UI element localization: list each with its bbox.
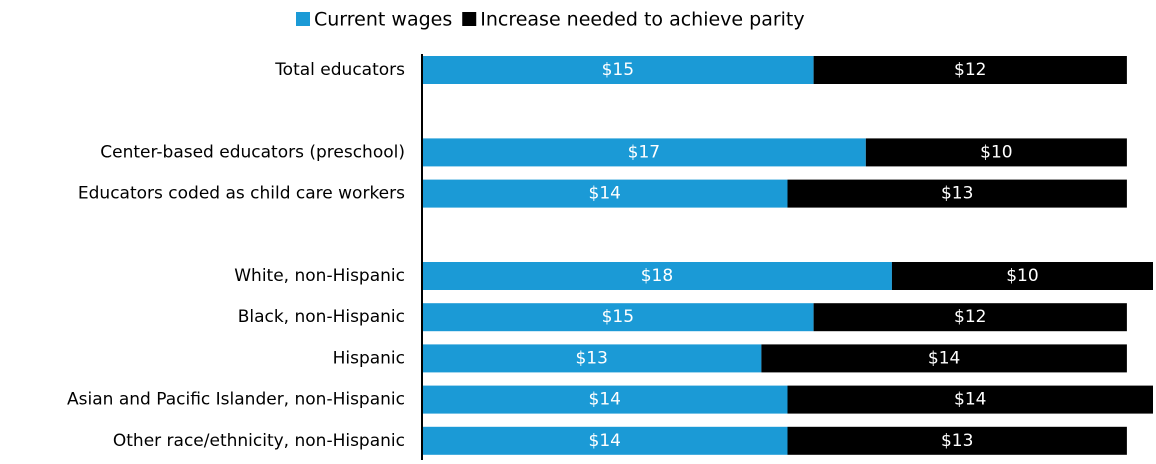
legend-label: Increase needed to achieve parity (480, 9, 804, 31)
y-tick-label: White, non-Hispanic (234, 266, 405, 286)
bar-segment (422, 262, 892, 290)
legend-swatch (462, 12, 477, 26)
value-label: $13 (941, 431, 973, 451)
bar-segment (813, 303, 1127, 332)
bar-segment (422, 303, 814, 332)
y-tick-label: Black, non-Hispanic (238, 307, 405, 327)
value-label: $17 (628, 142, 660, 162)
value-label: $13 (575, 348, 607, 368)
value-label: $12 (954, 60, 986, 80)
bar-segment (865, 138, 1127, 167)
value-label: $14 (928, 348, 960, 368)
bar-segment (422, 385, 788, 414)
bar-segment (422, 179, 788, 208)
legend-label: Current wages (314, 9, 452, 31)
bar-segment (787, 385, 1153, 414)
y-tick-label: Educators coded as child care workers (78, 184, 405, 204)
bar-segment (422, 344, 762, 373)
y-tick-label: Total educators (274, 60, 405, 80)
y-tick-label: Other race/ethnicity, non-Hispanic (113, 431, 405, 451)
value-label: $10 (980, 142, 1012, 162)
value-label: $15 (602, 307, 634, 327)
bar-segment (891, 262, 1153, 290)
bar-segment (422, 56, 814, 84)
value-label: $14 (954, 390, 986, 410)
value-label: $15 (602, 60, 634, 80)
bar-segment (422, 138, 866, 167)
value-label: $14 (589, 184, 621, 204)
value-label: $14 (589, 390, 621, 410)
y-tick-label: Asian and Pacific Islander, non-Hispanic (67, 390, 405, 410)
value-label: $18 (641, 266, 673, 286)
bar-segment (422, 426, 788, 455)
value-label: $10 (1006, 266, 1038, 286)
legend-swatch (296, 12, 310, 26)
value-label: $12 (954, 307, 986, 327)
bar-segment (787, 179, 1127, 208)
bar-segment (813, 56, 1127, 84)
value-label: $14 (589, 431, 621, 451)
bar-segment (787, 426, 1127, 455)
value-label: $13 (941, 184, 973, 204)
y-tick-label: Hispanic (333, 348, 405, 368)
bar-segment (761, 344, 1127, 373)
y-tick-label: Center-based educators (preschool) (100, 142, 405, 162)
